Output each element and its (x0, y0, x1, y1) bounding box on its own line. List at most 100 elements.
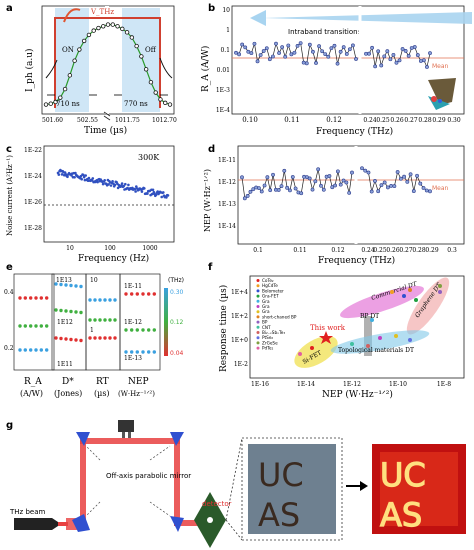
panel-a-curved-arrow (63, 8, 81, 23)
panel-d-x-tick: 0.3 (447, 247, 457, 254)
panel-c-point (151, 188, 155, 192)
panel-c-point (91, 177, 95, 180)
panel-f-x-ticks: 1E-16 1E-14 1E-12 1E-10 1E-8 (251, 381, 451, 388)
thz-image-text-bottom: AS (380, 496, 422, 534)
panel-d-x-tick: 0.12 (331, 247, 345, 254)
panel-e-point (103, 298, 107, 302)
panel-e-category-unit: (Jones) (54, 389, 82, 398)
panel-b-point (317, 44, 321, 49)
panel-d-point (242, 196, 247, 201)
panel-e-point (54, 282, 58, 286)
panel-f-y-tick: 1E-2 (234, 361, 248, 368)
panel-b-point (234, 50, 238, 55)
panel-d-x-tick: 0.29 (425, 247, 439, 254)
panel-a-x-tick: 1011.75 (115, 117, 140, 124)
panel-a-point (96, 25, 101, 31)
panel-d-x-tick: 0.24 (361, 247, 375, 254)
panel-f-legend-entry: Bi₂₋ₓSbₓTe₃ (262, 330, 285, 335)
panel-d-point (279, 184, 284, 188)
panel-e-point (64, 337, 68, 341)
panel-a-x-tick: 501.60 (42, 117, 63, 124)
panel-f: f Commercial DT Graphene DT BP DT Si-FET… (208, 262, 465, 400)
panel-d-x-tick: 0.1 (253, 247, 263, 254)
panel-b-point (304, 61, 309, 66)
beam (80, 438, 180, 444)
panel-b-arrow-body (262, 12, 472, 24)
panel-b-point (329, 46, 334, 51)
panel-b-ylabel: R_A (A/W) (200, 46, 211, 92)
panel-c-temperature: 300K (138, 153, 160, 162)
panel-c-point (84, 174, 87, 177)
panel-e-point (135, 292, 139, 296)
mirror (72, 514, 90, 532)
panel-d-point (418, 181, 423, 186)
panel-f-legend-marker (256, 325, 260, 329)
panel-e-colorbar-tick: 0.04 (170, 350, 184, 357)
panel-e-point (108, 336, 112, 340)
panel-f-legend: CoTe₂HgCdTeBolometerGra-FETGraGraGrashor… (256, 278, 297, 351)
panel-e-point (18, 324, 22, 328)
panel-c-point (166, 194, 170, 197)
panel-b-point (388, 57, 393, 62)
panel-b-point (301, 60, 306, 65)
panel-c-point (111, 180, 114, 183)
panel-f-this-work-marker (319, 331, 333, 344)
panel-d-frame (237, 145, 465, 245)
panel-e-point (113, 298, 117, 302)
panel-b-point (394, 60, 399, 65)
panel-b-point (298, 41, 303, 46)
panel-e-point (130, 328, 134, 332)
panel-b-point (280, 45, 285, 50)
panel-f-y-ticks: 1E+4 1E+2 1E+0 1E-2 (231, 289, 248, 368)
panel-d-point (245, 194, 250, 198)
panel-b-point (277, 51, 281, 55)
panel-b-point (347, 47, 352, 52)
panel-e-point (39, 324, 43, 328)
panel-d-point (402, 174, 406, 179)
panel-b-point (255, 59, 260, 64)
panel-f-point (390, 290, 394, 294)
panel-label-c: c (6, 144, 12, 155)
panel-a-point (129, 35, 135, 40)
panel-b-point (338, 49, 343, 54)
panel-e-point (98, 298, 102, 302)
panel-f-point (414, 298, 418, 302)
panel-a-point (124, 30, 130, 35)
panel-b-point (289, 52, 294, 57)
panel-d-x-tick: 0.27 (399, 247, 413, 254)
panel-a-point (163, 100, 168, 106)
panel-e-point (124, 328, 128, 332)
panel-d-point (271, 172, 275, 177)
panel-label-a: a (6, 3, 13, 14)
panel-e-point (88, 318, 92, 322)
panel-f-legend-entry: Gra (262, 299, 270, 304)
panel-b-point (409, 46, 414, 50)
panel-e-point (18, 348, 22, 352)
panel-e-point (18, 296, 22, 300)
panel-b-point (267, 57, 272, 62)
sample-photo (248, 444, 336, 534)
panel-f-point (408, 288, 412, 292)
mirror (76, 432, 90, 446)
panel-f-legend-entry: Gra-FET (262, 294, 279, 299)
panel-b-x-tick: 0.12 (326, 116, 342, 124)
panel-f-point (438, 290, 442, 294)
panel-d-point (251, 187, 256, 192)
panel-b-point (258, 53, 263, 57)
panel-e-point (59, 336, 63, 341)
panel-f-ylabel: Response time (µs) (218, 285, 229, 372)
panel-f-y-tick: 1E+2 (231, 313, 248, 320)
panel-f-x-tick: 1E-12 (343, 381, 361, 388)
panel-a-point (134, 43, 139, 49)
panel-e-point (59, 308, 63, 313)
panel-b-y-tick: 1E-4 (216, 107, 230, 114)
panel-f-legend-entry: ZrGeSe (262, 340, 278, 345)
panel-b-point (335, 61, 340, 66)
panel-c-point (60, 173, 64, 176)
chopper-icon (118, 420, 134, 432)
panel-e-point (124, 350, 128, 354)
panel-e-point (88, 298, 92, 302)
panel-e-point (147, 328, 151, 332)
panel-e-point (93, 298, 97, 302)
